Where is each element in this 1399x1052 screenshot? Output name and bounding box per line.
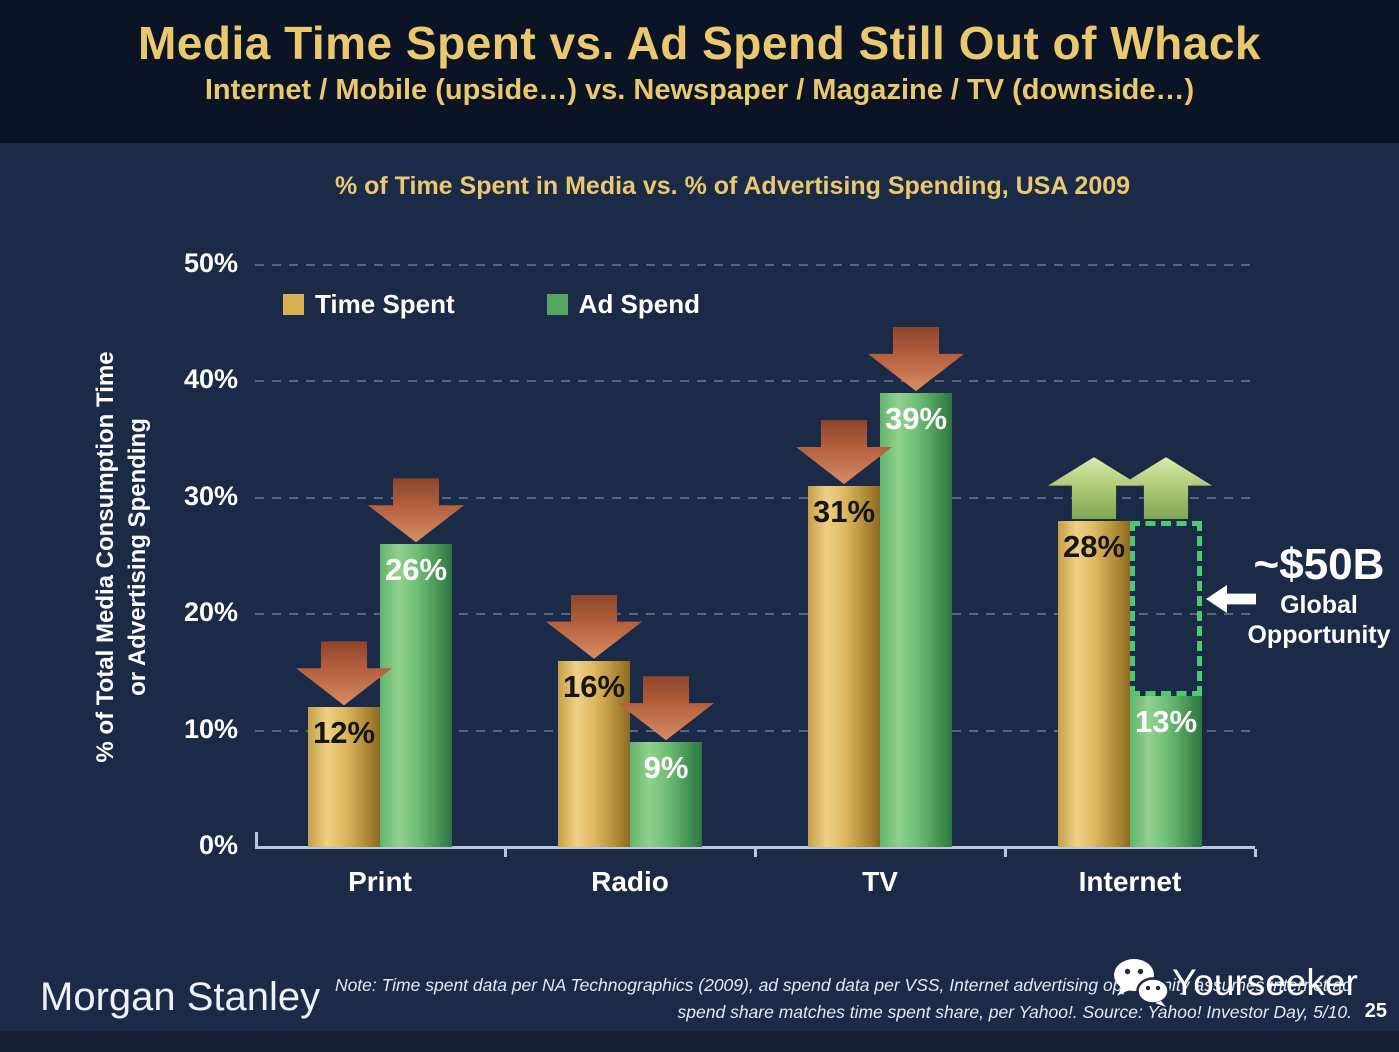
trend-down-arrow-icon xyxy=(546,594,642,659)
trend-up-arrow-icon xyxy=(1048,457,1140,520)
trend-down-arrow-icon xyxy=(796,420,892,485)
slide-subtitle: Internet / Mobile (upside…) vs. Newspape… xyxy=(204,74,1195,106)
bar-value-label-ad-spend-radio: 9% xyxy=(643,750,689,786)
opportunity-value: ~$50B xyxy=(1253,540,1385,589)
x-axis-tick xyxy=(754,849,757,857)
y-tick-label-0: 0% xyxy=(198,830,238,860)
chart-title: % of Time Spent in Media vs. % of Advert… xyxy=(334,172,1131,200)
slide-header: Media Time Spent vs. Ad Spend Still Out … xyxy=(0,0,1399,143)
bar-value-label-ad-spend-internet: 13% xyxy=(1134,703,1198,739)
x-axis-line xyxy=(255,846,1255,849)
opportunity-box xyxy=(1130,521,1202,696)
bar-value-label-ad-spend-print: 26% xyxy=(384,552,448,588)
y-tick-label-10: 10% xyxy=(183,713,238,744)
bar-value-label-time-spent-print: 12% xyxy=(312,715,376,751)
wechat-icon xyxy=(1114,959,1170,1007)
trend-down-arrow-icon xyxy=(296,641,392,706)
opportunity-label-line2: Opportunity xyxy=(1247,621,1391,649)
footnote: Note: Time spent data per NA Technograph… xyxy=(252,972,1352,1026)
trend-up-arrow-icon xyxy=(1120,457,1212,520)
legend-swatch-time-spent-icon xyxy=(283,294,304,315)
bar-time-spent-radio: 16% xyxy=(558,660,630,847)
legend-swatch-ad-spend-icon xyxy=(546,294,568,315)
y-tick-label-40: 40% xyxy=(183,364,238,395)
y-tick-label-50: 50% xyxy=(183,248,238,278)
category-label-tv: TV xyxy=(862,866,898,897)
opportunity-label-line1: Global xyxy=(1280,591,1358,619)
category-label-radio: Radio xyxy=(591,866,669,897)
y-axis-stub xyxy=(255,832,258,846)
bar-ad-spend-print: 26% xyxy=(380,544,452,847)
bar-ad-spend-tv: 39% xyxy=(880,393,952,847)
bar-ad-spend-internet: 13% xyxy=(1130,695,1202,847)
watermark-label: Yourseeker xyxy=(1172,962,1358,1003)
y-tick-label-20: 20% xyxy=(183,597,238,628)
watermark: Yourseeker xyxy=(1112,958,1358,1008)
trend-down-arrow-icon xyxy=(368,478,464,543)
gridline-10 xyxy=(255,729,1255,732)
footnote-line1: Note: Time spent data per NA Technograph… xyxy=(334,975,1352,995)
footnote-line2: spend share matches time spent share, pe… xyxy=(677,1002,1352,1022)
opportunity-annotation: ~$50B Global Opportunity xyxy=(1240,540,1398,650)
bar-ad-spend-radio: 9% xyxy=(630,742,702,847)
category-label-print: Print xyxy=(348,866,412,897)
bar-value-label-time-spent-internet: 28% xyxy=(1062,529,1126,565)
bar-value-label-time-spent-tv: 31% xyxy=(812,494,876,530)
brand-logo: Morgan Stanley xyxy=(40,975,321,1019)
category-label-internet: Internet xyxy=(1078,866,1182,897)
bar-time-spent-print: 12% xyxy=(308,707,380,847)
bar-time-spent-tv: 31% xyxy=(808,486,880,847)
x-axis-tick xyxy=(504,849,507,857)
gridline-40 xyxy=(255,380,1255,383)
legend-label-ad-spend: Ad Spend xyxy=(578,289,701,319)
legend: Time Spent Ad Spend xyxy=(283,289,700,320)
bar-time-spent-internet: 28% xyxy=(1058,521,1130,847)
x-axis-tick xyxy=(1254,849,1257,857)
legend-label-time-spent: Time Spent xyxy=(315,289,455,319)
page-number: 25 xyxy=(1364,1000,1387,1022)
gridline-20 xyxy=(255,613,1255,616)
legend-item-time-spent: Time Spent xyxy=(283,289,455,320)
bar-value-label-ad-spend-tv: 39% xyxy=(884,401,948,437)
bottom-strip xyxy=(0,1031,1399,1052)
bar-value-label-time-spent-radio: 16% xyxy=(562,668,626,704)
legend-item-ad-spend: Ad Spend xyxy=(546,289,701,320)
gridline-50 xyxy=(255,264,1255,266)
x-axis-tick xyxy=(1004,849,1007,857)
y-tick-label-30: 30% xyxy=(183,480,238,511)
slide-title: Media Time Spent vs. Ad Spend Still Out … xyxy=(137,17,1262,69)
gridline-30 xyxy=(255,496,1255,499)
